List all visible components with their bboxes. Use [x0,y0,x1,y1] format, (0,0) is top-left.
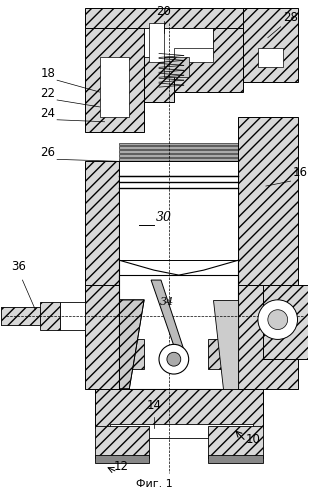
Bar [40,302,60,329]
Bar [119,161,238,260]
Text: 22: 22 [40,87,55,100]
Bar [164,57,189,77]
Bar [238,285,298,389]
Bar [243,8,298,82]
Bar [119,275,238,389]
Bar [263,285,309,359]
Circle shape [167,352,181,366]
Bar [208,339,228,369]
Text: 14: 14 [146,399,161,412]
Bar [208,455,263,463]
Bar [208,427,263,458]
Text: 30: 30 [156,211,172,224]
Bar [119,143,248,146]
Text: 34: 34 [160,297,174,307]
Text: 18: 18 [40,67,55,80]
Text: 16: 16 [293,166,308,179]
Polygon shape [119,300,144,389]
Text: 12: 12 [114,460,129,473]
Text: 10: 10 [246,433,260,446]
Bar [85,28,144,132]
Bar [124,339,144,369]
Bar [119,158,248,161]
Text: 36: 36 [11,260,26,273]
Bar [1,307,85,324]
Bar [144,28,213,57]
Polygon shape [213,300,238,389]
Bar [1,307,40,324]
Bar [6,312,45,320]
Bar [119,147,248,150]
Bar [95,455,149,463]
Bar [95,427,149,458]
Bar [119,150,248,153]
Text: 24: 24 [40,107,55,120]
Bar [119,161,238,290]
Bar [174,47,213,62]
Bar [85,285,119,389]
Text: 20: 20 [156,5,171,18]
Bar [149,23,164,62]
Bar [100,57,129,117]
Text: 28: 28 [283,11,298,24]
Circle shape [159,344,189,374]
Bar [144,28,174,102]
Bar [85,161,119,290]
Text: Фиг. 1: Фиг. 1 [136,479,172,489]
Bar [60,302,85,329]
Bar [238,117,298,290]
Circle shape [268,310,288,329]
Bar [174,28,243,92]
Bar [109,424,253,438]
Bar [119,154,248,157]
Text: 26: 26 [40,146,55,159]
Bar [258,47,283,67]
Circle shape [258,300,298,339]
Polygon shape [151,280,184,354]
Bar [95,389,263,429]
Bar [85,8,283,33]
